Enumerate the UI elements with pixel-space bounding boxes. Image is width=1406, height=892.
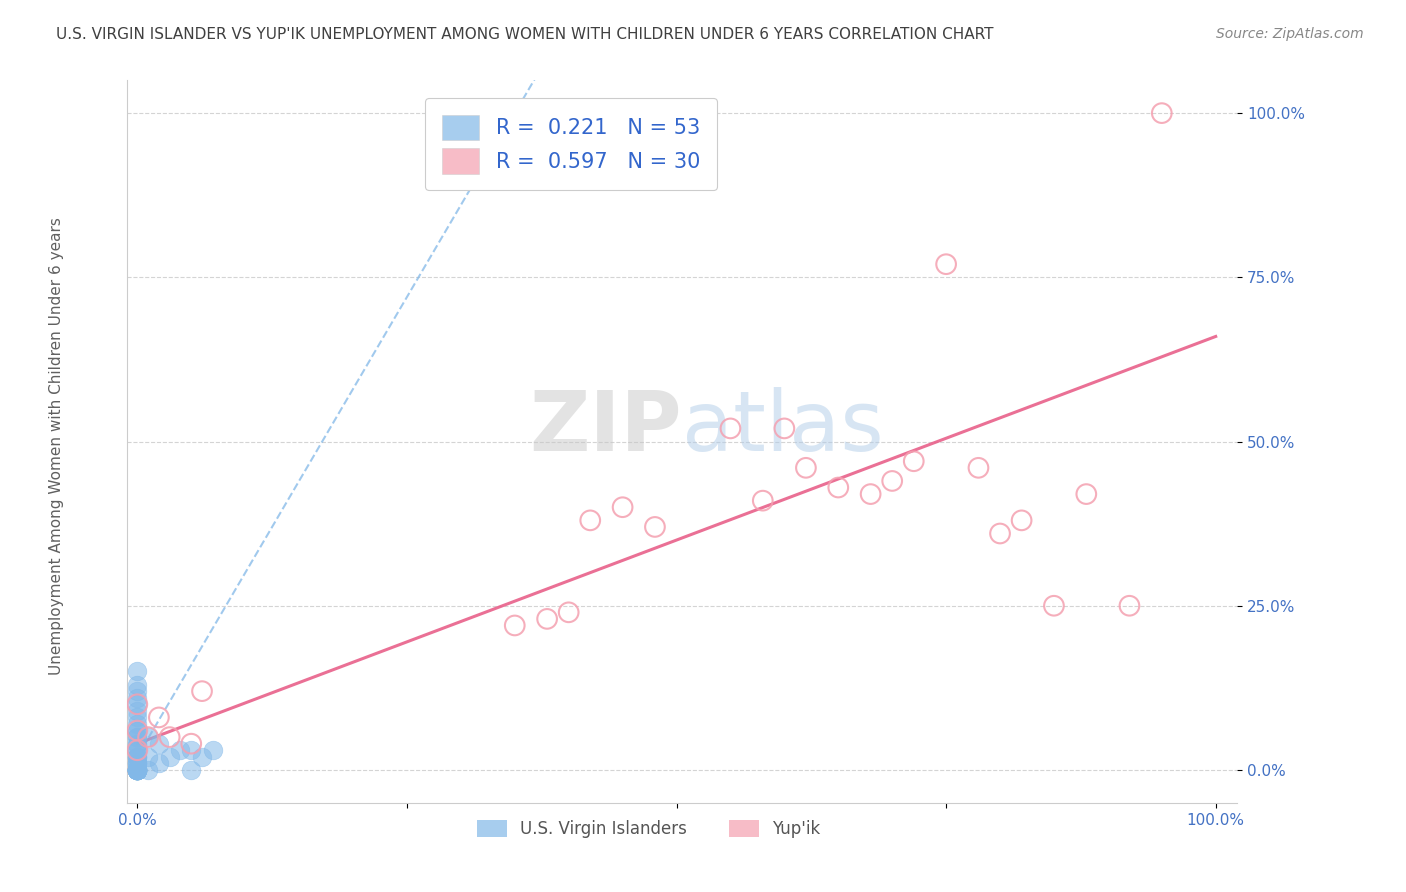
Legend: U.S. Virgin Islanders, Yup'ik: U.S. Virgin Islanders, Yup'ik: [470, 814, 827, 845]
Point: [127, 763, 149, 777]
Point: [127, 710, 149, 724]
Point: [127, 763, 149, 777]
Text: Unemployment Among Women with Children Under 6 years: Unemployment Among Women with Children U…: [49, 217, 63, 675]
Text: U.S. VIRGIN ISLANDER VS YUP'IK UNEMPLOYMENT AMONG WOMEN WITH CHILDREN UNDER 6 YE: U.S. VIRGIN ISLANDER VS YUP'IK UNEMPLOYM…: [56, 27, 994, 42]
Point: [169, 743, 191, 757]
Point: [127, 763, 149, 777]
Text: ZIP: ZIP: [530, 386, 682, 467]
Point: [859, 487, 882, 501]
Text: atlas: atlas: [682, 386, 883, 467]
Point: [127, 749, 149, 764]
Point: [127, 698, 149, 712]
Point: [127, 756, 149, 771]
Point: [773, 421, 796, 435]
Point: [127, 749, 149, 764]
Point: [127, 730, 149, 744]
Point: [201, 743, 224, 757]
Point: [127, 763, 149, 777]
Point: [159, 730, 181, 744]
Point: [148, 756, 170, 771]
Point: [127, 763, 149, 777]
Point: [127, 677, 149, 691]
Point: [127, 763, 149, 777]
Point: [127, 763, 149, 777]
Point: [127, 756, 149, 771]
Point: [127, 763, 149, 777]
Point: [159, 749, 181, 764]
Point: [935, 257, 957, 271]
Point: [127, 743, 149, 757]
Point: [1118, 599, 1140, 613]
Point: [752, 493, 775, 508]
Point: [180, 743, 202, 757]
Point: [191, 749, 214, 764]
Point: [1076, 487, 1098, 501]
Point: [148, 737, 170, 751]
Point: [903, 454, 925, 468]
Text: Source: ZipAtlas.com: Source: ZipAtlas.com: [1216, 27, 1364, 41]
Point: [191, 684, 214, 698]
Point: [644, 520, 666, 534]
Point: [127, 763, 149, 777]
Point: [127, 763, 149, 777]
Point: [127, 763, 149, 777]
Point: [127, 723, 149, 738]
Point: [127, 737, 149, 751]
Point: [967, 460, 990, 475]
Point: [720, 421, 742, 435]
Point: [503, 139, 526, 153]
Point: [827, 481, 849, 495]
Point: [794, 460, 817, 475]
Point: [536, 612, 558, 626]
Point: [127, 723, 149, 738]
Point: [127, 763, 149, 777]
Point: [503, 618, 526, 632]
Point: [136, 749, 159, 764]
Point: [127, 763, 149, 777]
Point: [1150, 106, 1173, 120]
Point: [127, 763, 149, 777]
Point: [127, 743, 149, 757]
Point: [127, 763, 149, 777]
Point: [127, 698, 149, 712]
Point: [127, 704, 149, 718]
Point: [127, 756, 149, 771]
Point: [127, 763, 149, 777]
Point: [127, 763, 149, 777]
Point: [127, 763, 149, 777]
Point: [127, 665, 149, 679]
Point: [180, 737, 202, 751]
Point: [136, 763, 159, 777]
Point: [148, 710, 170, 724]
Point: [1011, 513, 1033, 527]
Point: [557, 605, 579, 619]
Point: [127, 749, 149, 764]
Point: [127, 684, 149, 698]
Point: [136, 730, 159, 744]
Point: [180, 763, 202, 777]
Point: [127, 730, 149, 744]
Point: [127, 743, 149, 757]
Point: [127, 717, 149, 731]
Point: [579, 513, 602, 527]
Point: [1043, 599, 1066, 613]
Point: [127, 763, 149, 777]
Point: [127, 723, 149, 738]
Point: [882, 474, 904, 488]
Point: [988, 526, 1011, 541]
Point: [136, 730, 159, 744]
Point: [127, 690, 149, 705]
Point: [127, 737, 149, 751]
Point: [612, 500, 634, 515]
